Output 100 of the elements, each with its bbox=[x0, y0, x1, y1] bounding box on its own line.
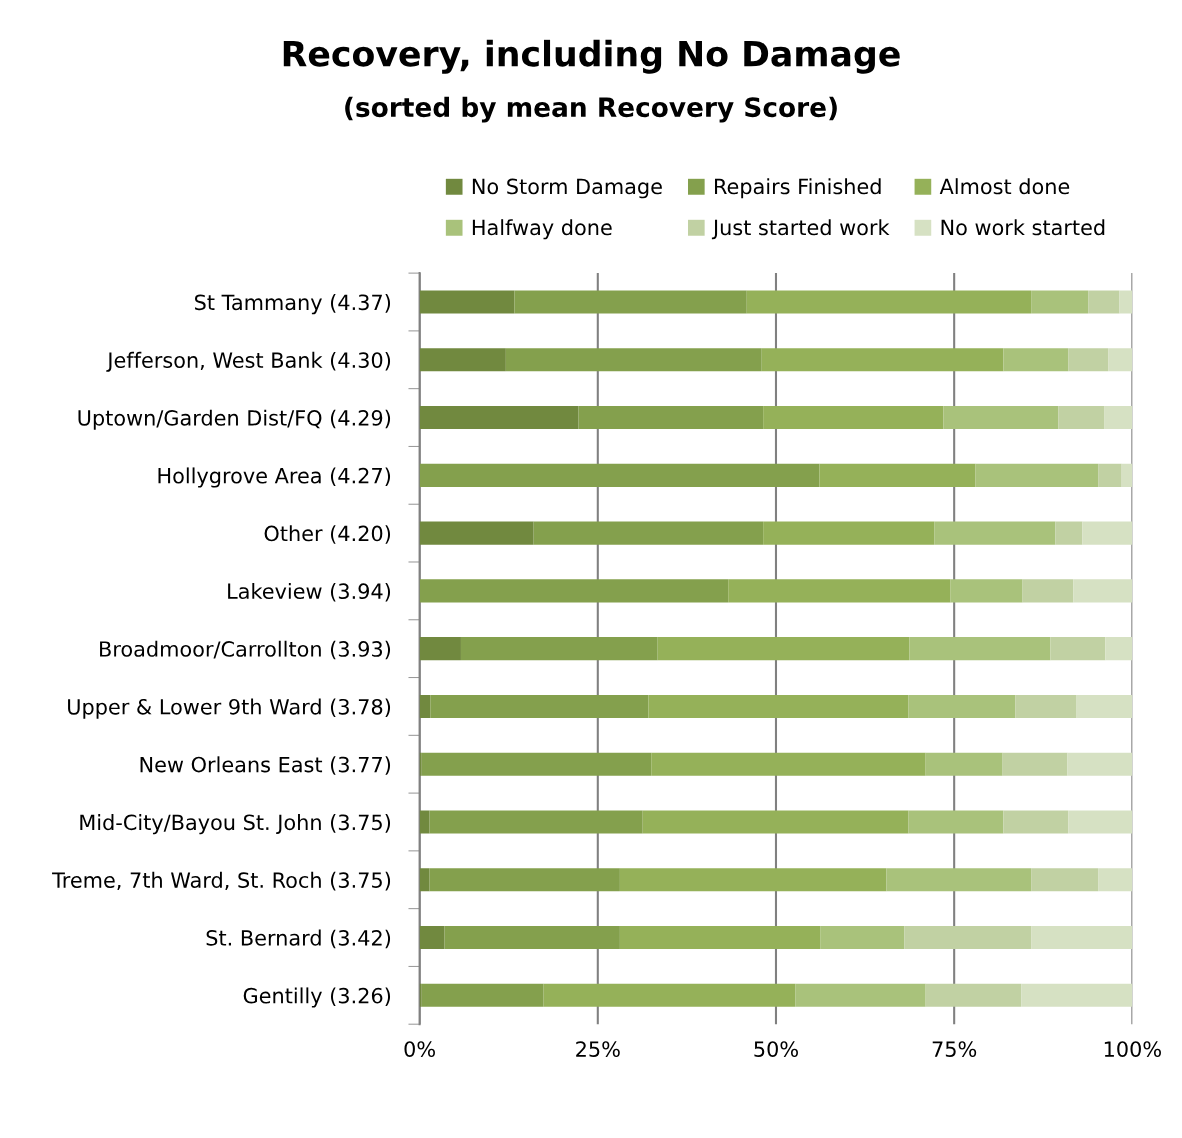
bar bbox=[1022, 579, 1074, 603]
bar bbox=[1050, 637, 1106, 661]
bar bbox=[419, 694, 431, 718]
bar bbox=[642, 810, 909, 834]
bar bbox=[925, 752, 1003, 776]
bar bbox=[934, 521, 1056, 545]
bar bbox=[1055, 521, 1083, 545]
bar bbox=[763, 406, 944, 430]
bar bbox=[419, 810, 430, 834]
x-tick-label: 75% bbox=[932, 1041, 977, 1057]
bar bbox=[419, 925, 445, 950]
bar bbox=[1003, 348, 1069, 372]
bar bbox=[908, 694, 1016, 718]
bar bbox=[619, 868, 887, 892]
bar bbox=[1068, 348, 1109, 372]
bar bbox=[419, 637, 461, 661]
bar bbox=[1031, 290, 1089, 314]
bar bbox=[925, 983, 1022, 1007]
bar bbox=[419, 348, 506, 372]
bar bbox=[419, 463, 820, 487]
bar bbox=[1003, 810, 1069, 834]
bar bbox=[1121, 463, 1133, 487]
y-tick-label: St Tammany (4.37) bbox=[194, 294, 391, 315]
bar bbox=[909, 637, 1051, 661]
bar bbox=[543, 983, 796, 1007]
bar bbox=[904, 925, 1032, 950]
y-tick-label: New Orleans East (3.77) bbox=[140, 756, 391, 775]
legend-label: Halfway done bbox=[472, 219, 612, 240]
bar bbox=[1002, 752, 1068, 776]
x-tick-label: 0% bbox=[404, 1041, 435, 1057]
bar bbox=[429, 868, 620, 892]
bar bbox=[429, 810, 643, 834]
bar bbox=[444, 925, 620, 950]
bar bbox=[795, 983, 926, 1007]
bar bbox=[975, 463, 1099, 487]
bar bbox=[421, 752, 652, 776]
chart-subtitle: (sorted by mean Recovery Score) bbox=[345, 96, 837, 123]
bar bbox=[1098, 463, 1122, 487]
bar bbox=[419, 983, 422, 1007]
bar bbox=[533, 521, 764, 545]
y-tick-label: Jefferson, West Bank (4.30) bbox=[106, 351, 391, 372]
bar bbox=[1119, 290, 1133, 314]
bar bbox=[421, 983, 544, 1007]
legend-label: Repairs Finished bbox=[715, 178, 881, 199]
y-tick-label: Gentilly (3.26) bbox=[243, 987, 391, 1008]
bar bbox=[419, 521, 534, 545]
legend-label: Almost done bbox=[939, 178, 1070, 195]
y-tick-label: St. Bernard (3.42) bbox=[206, 929, 391, 949]
bar bbox=[1031, 925, 1133, 950]
y-tick-label: Upper & Lower 9th Ward (3.78) bbox=[68, 698, 391, 719]
bar bbox=[578, 406, 764, 430]
bar bbox=[419, 579, 729, 603]
bar bbox=[1104, 406, 1133, 430]
bar bbox=[886, 868, 1032, 892]
y-tick-label: Treme, 7th Ward, St. Roch (3.75) bbox=[52, 871, 391, 891]
bar bbox=[430, 694, 649, 718]
bar bbox=[1067, 752, 1133, 776]
bar bbox=[1105, 637, 1133, 661]
bar bbox=[1076, 694, 1133, 718]
bar bbox=[950, 579, 1023, 603]
bar bbox=[1031, 868, 1099, 892]
bar bbox=[460, 637, 658, 661]
bar bbox=[657, 637, 910, 661]
y-tick-label: Broadmoor/Carrollton (3.93) bbox=[100, 640, 391, 660]
bar bbox=[1082, 521, 1133, 545]
bar bbox=[1058, 406, 1105, 430]
bar bbox=[943, 406, 1059, 430]
bar bbox=[1108, 348, 1133, 372]
bar bbox=[819, 463, 976, 487]
bar bbox=[728, 579, 951, 603]
bar bbox=[1098, 868, 1133, 892]
bar bbox=[1088, 290, 1120, 314]
bar bbox=[419, 406, 579, 430]
bar bbox=[648, 694, 909, 718]
bar bbox=[746, 290, 1032, 314]
bar bbox=[419, 868, 430, 892]
bar bbox=[1015, 694, 1077, 718]
y-tick-label: Mid-City/Bayou St. John (3.75) bbox=[80, 814, 391, 835]
bar bbox=[820, 925, 905, 950]
x-tick-label: 100% bbox=[1104, 1041, 1161, 1057]
bar bbox=[763, 521, 935, 545]
bar bbox=[619, 925, 821, 950]
legend-label: Just started work bbox=[711, 219, 890, 240]
x-tick-label: 25% bbox=[576, 1041, 620, 1057]
bar bbox=[908, 810, 1004, 834]
bar bbox=[1068, 810, 1133, 834]
bar bbox=[505, 348, 762, 372]
y-tick-label: Lakeview (3.94) bbox=[228, 582, 391, 602]
chart-title: Recovery, including No Damage bbox=[283, 39, 900, 74]
y-tick-label: Other (4.20) bbox=[264, 525, 391, 544]
bar bbox=[1021, 983, 1133, 1007]
y-tick-label: Uptown/Garden Dist/FQ (4.29) bbox=[78, 409, 391, 430]
bar bbox=[1073, 579, 1133, 603]
bar bbox=[419, 290, 515, 314]
bar bbox=[761, 348, 1004, 372]
bar bbox=[651, 752, 926, 776]
bar bbox=[419, 752, 422, 776]
legend-label: No Storm Damage bbox=[472, 178, 662, 199]
bar bbox=[514, 290, 747, 314]
y-tick-label: Hollygrove Area (4.27) bbox=[158, 467, 391, 488]
